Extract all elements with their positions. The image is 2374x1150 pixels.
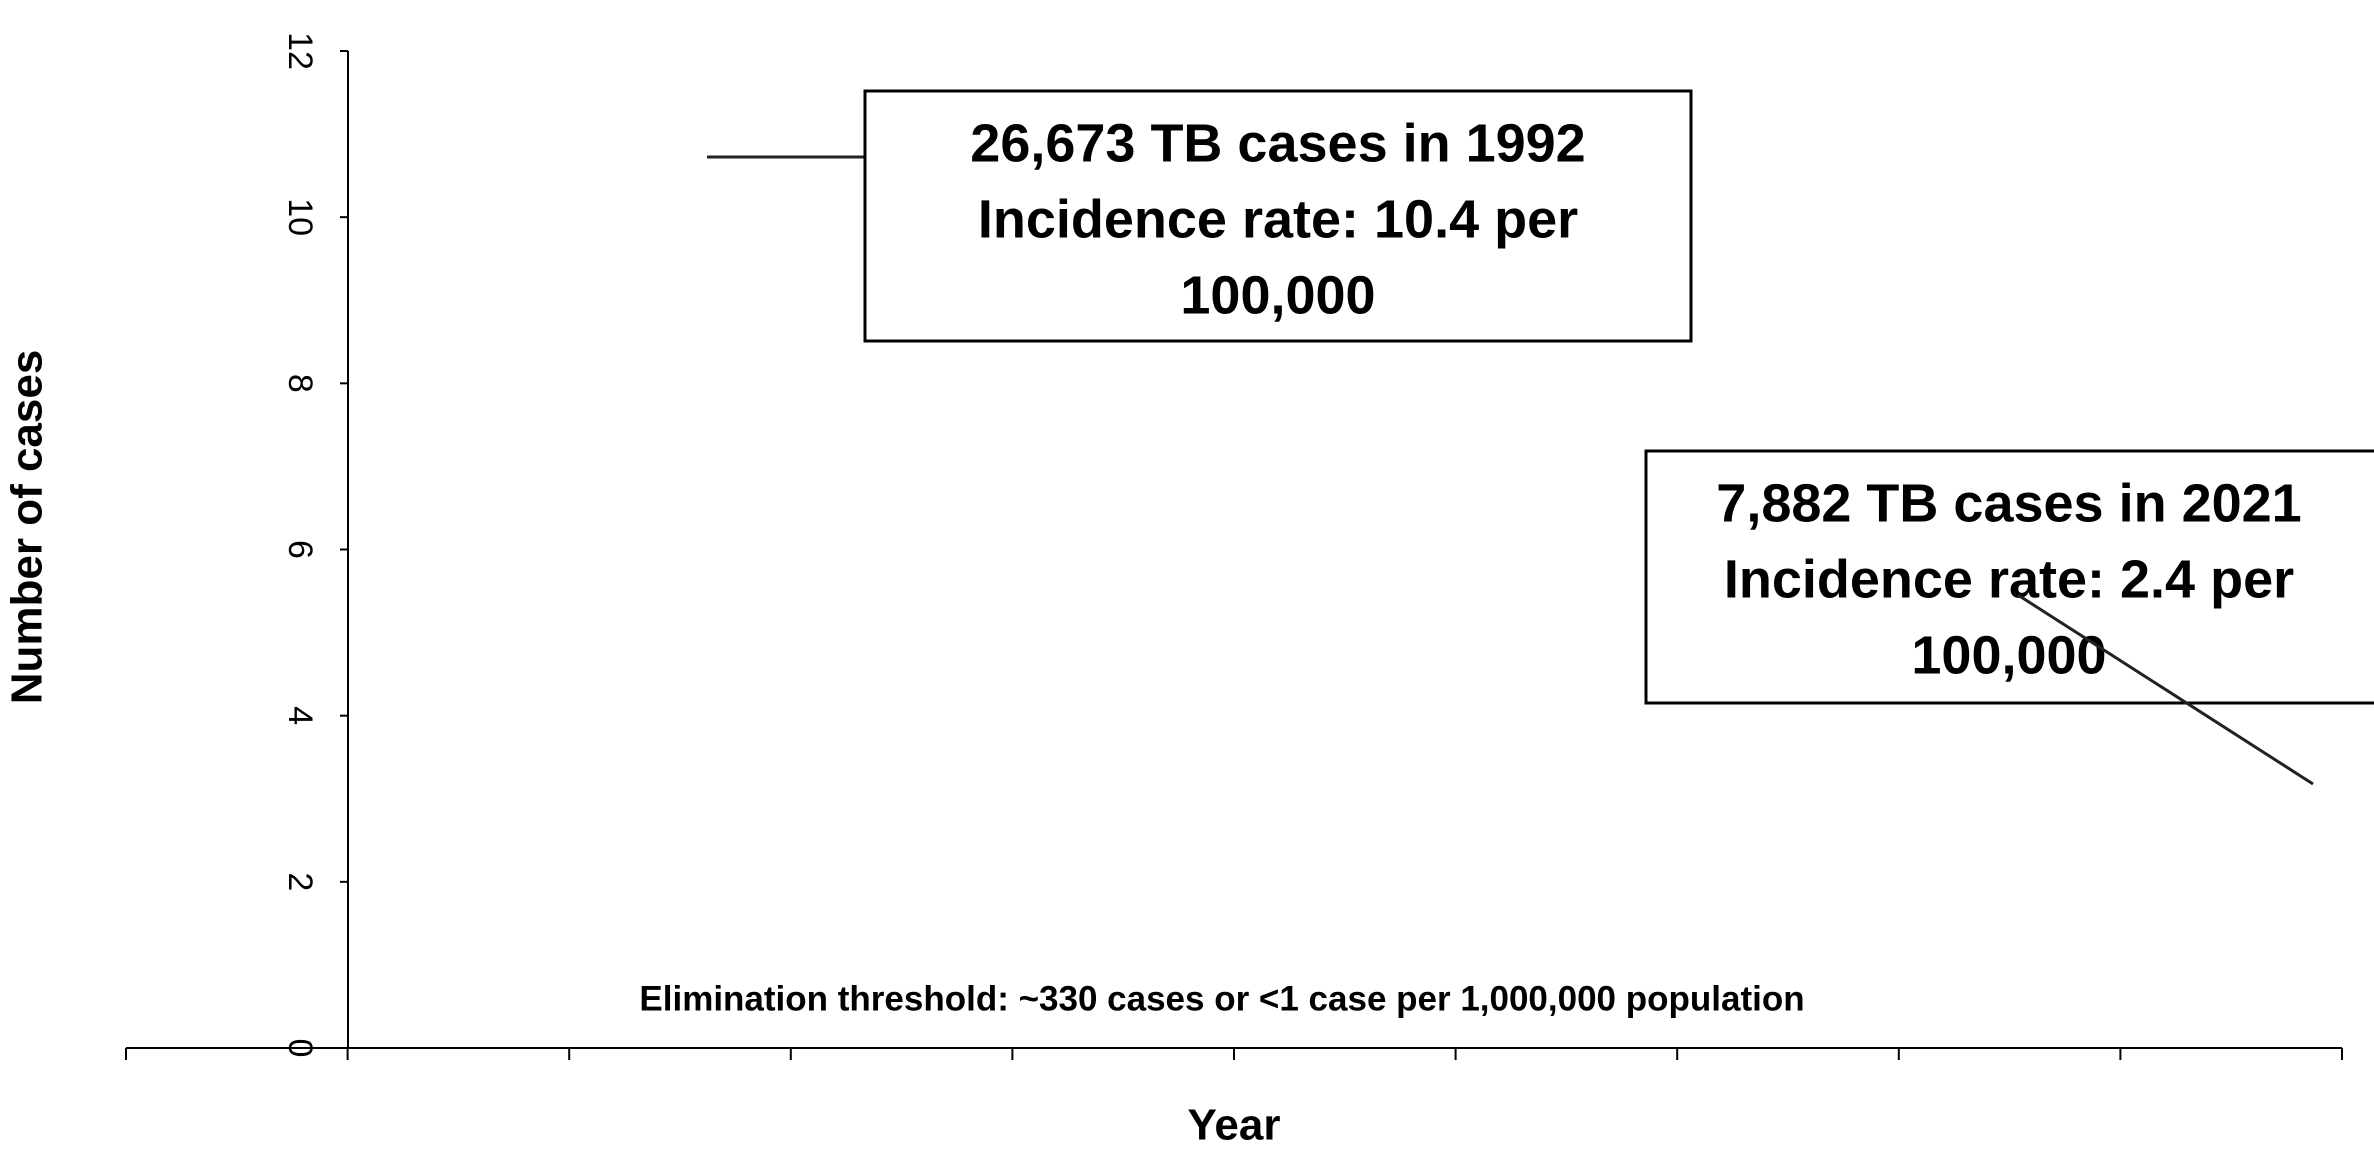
- y-tick-label: 2: [281, 872, 319, 891]
- y-tick-label: 4: [281, 706, 319, 725]
- x-axis-label: Year: [1188, 1101, 1281, 1150]
- threshold-note: Elimination threshold: ~330 cases or <1 …: [639, 979, 1804, 1018]
- y-tick-label: 10: [281, 198, 319, 236]
- annotation-box: [863, 89, 1693, 343]
- annotation: 26,673 TB cases in 1992 Incidence rate: 1…: [970, 113, 1585, 325]
- annotation-line: 100,000: [1180, 265, 1375, 325]
- annotation-box: [1644, 449, 2374, 705]
- y-tick-label: 6: [281, 540, 319, 559]
- leader-line: [2017, 593, 2314, 786]
- y-tick-label: 8: [281, 374, 319, 393]
- annotation-line: Incidence rate: 10.4 per: [978, 189, 1578, 249]
- y-axis-label: Number of cases: [3, 350, 52, 705]
- y-tick-label: 0: [281, 1039, 319, 1058]
- annotation: 7,882 TB cases in 2021 Incidence rate: 2.…: [1716, 473, 2301, 685]
- annotation-line: 7,882 TB cases in 2021: [1716, 473, 2301, 533]
- annotation-line: 100,000: [1911, 625, 2106, 685]
- annotation-line: Incidence rate: 2.4 per: [1724, 549, 2294, 609]
- y-tick-label: 12: [281, 32, 319, 70]
- annotation-line: 26,673 TB cases in 1992: [970, 113, 1585, 173]
